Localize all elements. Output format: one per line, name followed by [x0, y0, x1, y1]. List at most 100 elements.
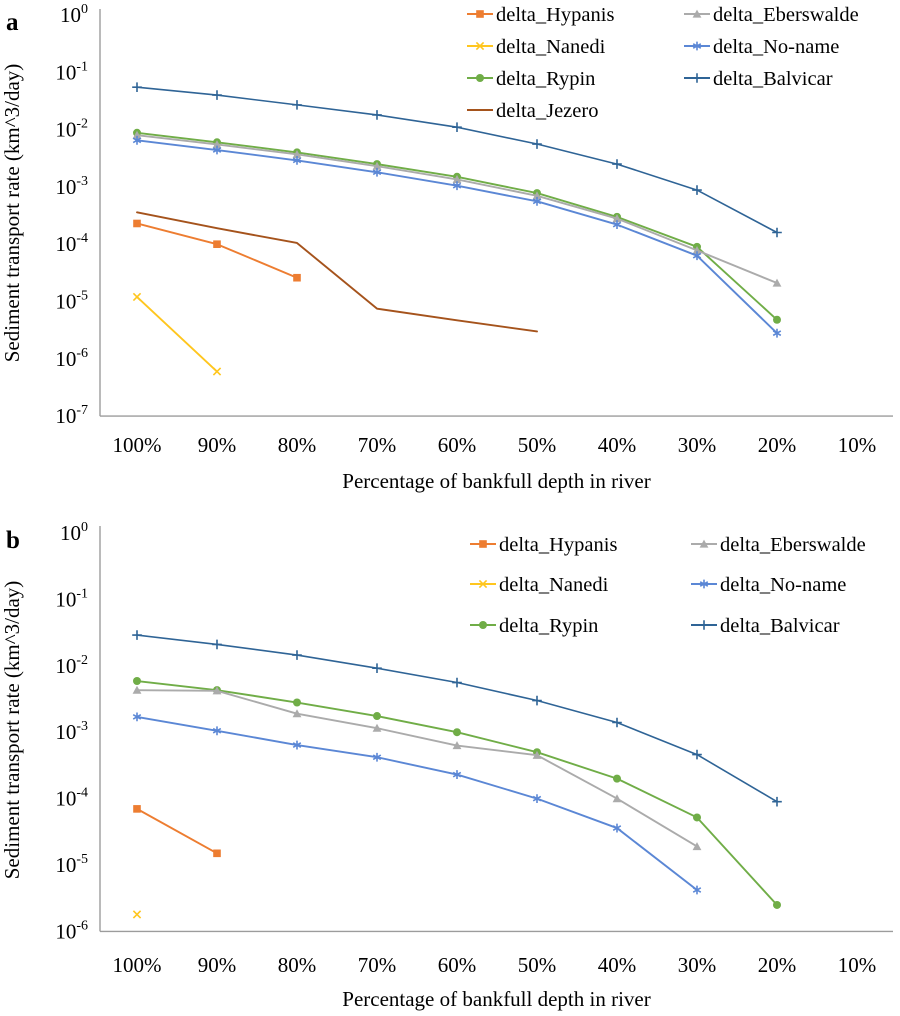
- y-axis-title: Sediment transport rate (km^3/day): [0, 581, 24, 880]
- series-marker-delta_Balvicar: [132, 630, 142, 640]
- y-tick-label: 10-4: [55, 786, 88, 811]
- series-marker-delta_Eberswalde: [612, 214, 622, 223]
- series-marker-delta_No-name: [212, 726, 222, 736]
- panel-letter: b: [6, 527, 20, 554]
- series-marker-delta_Nanedi: [212, 367, 222, 376]
- series-marker-delta_Eberswalde: [772, 278, 782, 287]
- y-tick-label: 10-1: [55, 59, 88, 84]
- series-marker-delta_Balvicar: [612, 159, 622, 169]
- y-tick-label: 10-2: [55, 653, 88, 678]
- series-marker-delta_Rypin: [773, 900, 781, 909]
- series-marker-delta_No-name: [532, 794, 542, 803]
- y-tick-label: 10-6: [55, 918, 88, 943]
- series-marker-delta_Eberswalde: [692, 842, 702, 851]
- panel-b-chart: b 100 10-1 10-2 10-3 10-4 10-5 10-6 100% 90% 80% 70…: [0, 520, 893, 1011]
- series-marker-delta_Hypanis: [133, 805, 141, 813]
- series-line-delta_No-name: [136, 139, 778, 335]
- series-marker-delta_Eberswalde: [212, 140, 222, 149]
- legend-label-delta_No-name: delta_No-name: [713, 36, 839, 58]
- series-marker-delta_No-name: [772, 328, 782, 338]
- legend-marker-delta_Nanedi: [478, 579, 488, 589]
- series-line-delta_Balvicar: [136, 86, 778, 234]
- x-tick-label: 30%: [678, 953, 717, 977]
- x-tick-label: 40%: [598, 433, 637, 457]
- panel-a-chart: a 100 10-1 10-2 10-3 10-4 10-5 10-6 10-7 100% 90% 8…: [0, 2, 893, 493]
- series-marker-delta_No-name: [292, 156, 302, 165]
- series-marker-delta_Nanedi: [132, 292, 142, 302]
- x-tick-label: 100%: [113, 433, 162, 457]
- legend-label-delta_No-name: delta_No-name: [720, 574, 846, 596]
- legend-label-delta_Balvicar: delta_Balvicar: [720, 615, 840, 637]
- x-tick-label: 80%: [278, 433, 317, 457]
- legend-marker-delta_No-name: [692, 41, 702, 51]
- series-line-delta_Hypanis: [136, 222, 298, 279]
- legend-label-delta_Rypin: delta_Rypin: [499, 615, 598, 637]
- series-line-delta_Nanedi: [136, 296, 218, 373]
- series-marker-delta_Balvicar: [452, 122, 462, 133]
- series-marker-delta_Eberswalde: [132, 130, 142, 139]
- legend-entry: delta_Nanedi: [470, 574, 609, 596]
- series-marker-delta_Hypanis: [213, 849, 221, 858]
- x-tick-label: 80%: [278, 953, 317, 977]
- x-tick-label: 60%: [438, 433, 477, 457]
- legend-marker-delta_Eberswalde: [692, 9, 702, 18]
- legend-entry: delta_Jezero: [467, 100, 598, 122]
- series-marker-delta_No-name: [612, 823, 622, 833]
- series-marker-delta_No-name: [692, 251, 702, 261]
- legend-label-delta_Balvicar: delta_Balvicar: [713, 68, 833, 90]
- series-marker-delta_Rypin: [613, 774, 621, 783]
- x-tick-label: 70%: [358, 433, 397, 457]
- series-line-delta_Rypin: [136, 131, 778, 321]
- legend-marker-delta_No-name: [699, 579, 709, 589]
- series-marker-delta_Eberswalde: [292, 149, 302, 158]
- legend-entry: delta_Eberswalde: [691, 534, 866, 556]
- series-marker-delta_Eberswalde: [372, 161, 382, 170]
- legend-label-delta_Hypanis: delta_Hypanis: [496, 4, 614, 26]
- series-marker-delta_Balvicar: [692, 185, 702, 195]
- series-marker-delta_Balvicar: [772, 796, 782, 807]
- legend-marker-delta_Balvicar: [692, 73, 702, 83]
- panel-letter: a: [6, 9, 19, 36]
- legend-label-delta_Rypin: delta_Rypin: [496, 68, 595, 90]
- series-marker-delta_Hypanis: [133, 219, 141, 228]
- legend-marker-delta_Nanedi: [475, 41, 485, 51]
- legend-marker-delta_Hypanis: [476, 10, 484, 18]
- legend-marker-delta_Hypanis: [479, 540, 487, 548]
- legend-entry: delta_Balvicar: [684, 68, 833, 90]
- series-marker-delta_Balvicar: [212, 639, 222, 650]
- series-marker-delta_Balvicar: [132, 82, 142, 92]
- series-marker-delta_No-name: [212, 145, 222, 155]
- series-marker-delta_Balvicar: [212, 90, 222, 100]
- series-marker-delta_Balvicar: [532, 695, 542, 706]
- legend-marker-delta_Balvicar: [699, 620, 709, 630]
- x-tick-label: 100%: [113, 953, 162, 977]
- series-marker-delta_Eberswalde: [532, 191, 542, 200]
- series-marker-delta_Eberswalde: [292, 709, 302, 718]
- x-axis-title: Percentage of bankfull depth in river: [342, 469, 650, 493]
- x-tick-label: 70%: [358, 953, 397, 977]
- legend-marker-delta_Rypin: [476, 74, 484, 82]
- legend-entry: delta_Hypanis: [467, 4, 614, 26]
- legend-entry: delta_Rypin: [467, 68, 595, 90]
- series-marker-delta_Eberswalde: [452, 175, 462, 184]
- series-marker-delta_Eberswalde: [452, 741, 462, 750]
- series-marker-delta_Balvicar: [372, 663, 382, 674]
- series-marker-delta_No-name: [452, 181, 462, 191]
- y-tick-label: 10-5: [55, 289, 88, 314]
- series-marker-delta_No-name: [372, 752, 382, 762]
- series-marker-delta_Eberswalde: [532, 750, 542, 759]
- x-tick-label: 10%: [838, 953, 877, 977]
- y-tick-label: 10-1: [55, 586, 88, 611]
- series-marker-delta_Rypin: [773, 315, 781, 324]
- x-tick-label: 90%: [198, 953, 237, 977]
- series-marker-delta_Rypin: [693, 813, 701, 822]
- series-marker-delta_Eberswalde: [132, 685, 142, 694]
- series-line-delta_Rypin: [136, 680, 778, 906]
- series-marker-delta_Balvicar: [292, 650, 302, 660]
- legend-marker-delta_Rypin: [479, 621, 487, 629]
- x-tick-label: 30%: [678, 433, 717, 457]
- y-tick-label: 10-2: [55, 117, 88, 142]
- legend-label-delta_Hypanis: delta_Hypanis: [499, 534, 617, 556]
- series-marker-delta_Balvicar: [532, 139, 542, 149]
